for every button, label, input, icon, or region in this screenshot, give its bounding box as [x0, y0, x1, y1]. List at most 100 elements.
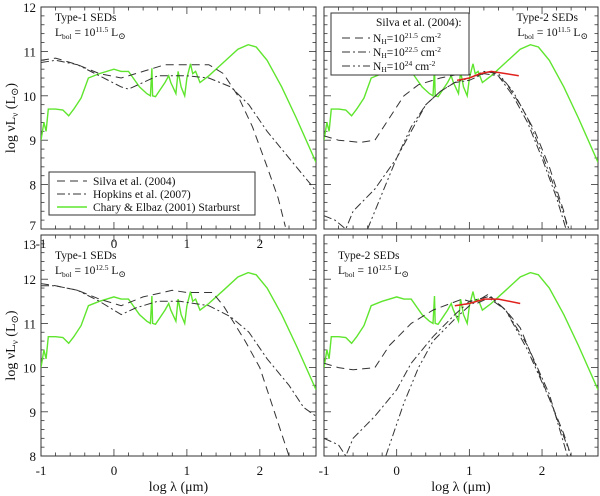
y-label-sub: ν [10, 340, 20, 344]
panel-frame [323, 6, 599, 230]
panel-title: Type-1 SEDs [55, 250, 117, 262]
series-line-solid-green [324, 43, 598, 163]
y-axis-label: log νLν (L⊙) [4, 310, 21, 380]
legend-exp: 21.5 [405, 31, 418, 40]
annotation-exp: 12.5 [95, 263, 108, 272]
annotation-unit: L [109, 265, 119, 277]
legend-label: NH=1024 cm-2 [373, 59, 436, 74]
legend-label: NH=1021.5 cm-2 [373, 31, 441, 46]
legend-box [48, 171, 256, 216]
panel-frame [40, 6, 317, 230]
series-line-dashdot [41, 59, 316, 192]
x-tick-label: 0 [111, 236, 118, 251]
annotation-sub: bol [62, 270, 72, 279]
legend-exp: 22.5 [405, 45, 418, 54]
annotation-unit: L [571, 27, 581, 39]
legend-pre: N [373, 61, 382, 73]
bolometric-luminosity-label: Lbol = 1011.5 L⊙ [517, 25, 588, 41]
annotation-l: L [338, 265, 345, 277]
annotation-sub: bol [345, 270, 355, 279]
bolometric-luminosity-label: Lbol = 1011.5 L⊙ [55, 25, 126, 41]
annotation-exp: 11.5 [95, 25, 108, 34]
series-line-solid-green [324, 271, 598, 390]
legend-title: Silva et al. (2004): [376, 17, 462, 29]
legend-label: NH=1022.5 cm-2 [373, 45, 441, 60]
legend-sub: H [381, 65, 387, 74]
y-tick-label: 12 [23, 0, 36, 15]
annotation-eq: = 10 [72, 265, 96, 277]
series-line-red [454, 298, 521, 307]
annotation-l: L [517, 27, 524, 39]
legend-label: Silva et al. (2004) [93, 176, 176, 188]
legend-uexp: -2 [435, 31, 441, 40]
series-line-dashdotdot [385, 294, 572, 456]
y-label-post: ) [4, 83, 19, 88]
series-line-dash [324, 70, 568, 229]
legend-sub: H [381, 37, 387, 46]
annotation-sun: ⊙ [118, 269, 126, 279]
y-tick-label: 9 [30, 405, 37, 420]
series-line-dash [41, 57, 286, 227]
legend-uexp: -2 [435, 45, 441, 54]
panel-frame [323, 234, 599, 457]
legend-label: Hopkins et al. (2007) [93, 189, 191, 201]
legend-eq: =10 [387, 61, 405, 73]
annotation-exp: 12.5 [378, 263, 391, 272]
annotation-l: L [55, 265, 62, 277]
x-tick-label: 2 [257, 236, 264, 251]
legend-unit: cm [418, 47, 435, 59]
x-axis-label: log λ (μm) [431, 480, 491, 495]
annotation-sun: ⊙ [580, 31, 588, 41]
y-label-sun: ⊙ [10, 88, 21, 96]
legend-uexp: -2 [429, 59, 435, 68]
y-tick-label: 11 [23, 44, 36, 59]
annotation-sun: ⊙ [401, 269, 409, 279]
series-line-red [456, 70, 519, 82]
series-line-solid-green [41, 271, 316, 390]
panel-title: Type-1 SEDs [55, 12, 117, 24]
annotation-sub: bol [62, 32, 72, 41]
panel-frame [40, 234, 317, 457]
series-line-dashdot [324, 296, 568, 456]
annotation-sub: bol [524, 32, 534, 41]
bolometric-luminosity-label: Lbol = 1012.5 L⊙ [338, 263, 409, 279]
annotation-eq: = 10 [534, 27, 558, 39]
annotation-exp: 11.5 [558, 25, 571, 34]
annotation-eq: = 10 [355, 265, 379, 277]
x-tick-label: 0 [393, 463, 400, 478]
y-tick-label: 8 [30, 178, 37, 193]
x-tick-label: 2 [539, 463, 546, 478]
series-line-dash [41, 283, 290, 456]
x-tick-label: 2 [257, 463, 264, 478]
legend-pre: N [373, 47, 382, 59]
legend-box [330, 12, 470, 76]
annotation-l: L [55, 27, 62, 39]
legend-eq: =10 [387, 47, 405, 59]
y-tick-label: 10 [23, 89, 36, 104]
y-label-post: ) [4, 310, 19, 315]
legend-type2: Silva et al. (2004):NH=1021.5 cm-2NH=102… [330, 12, 470, 76]
legend-unit: cm [412, 61, 429, 73]
y-tick-label: 8 [30, 449, 37, 464]
y-tick-label: 11 [23, 316, 36, 331]
y-label-mid: (L [4, 96, 19, 113]
y-tick-label: 10 [23, 361, 36, 376]
legend-exp: 24 [405, 59, 413, 68]
y-label-sun: ⊙ [10, 315, 21, 323]
legend-pre: N [373, 33, 382, 45]
legend-eq: =10 [387, 33, 405, 45]
panel-title: Type-2 SEDs [338, 250, 400, 262]
x-tick-label: 0 [111, 463, 118, 478]
x-tick-label: 1 [184, 236, 191, 251]
panel-title: Type-2 SEDs [517, 12, 579, 24]
annotation-unit: L [392, 265, 402, 277]
y-tick-label: 9 [30, 133, 37, 148]
series-line-dashdot [41, 285, 316, 417]
bolometric-luminosity-label: Lbol = 1012.5 L⊙ [55, 263, 126, 279]
y-label-sub: ν [10, 113, 20, 117]
y-label-pre: log νL [4, 117, 19, 153]
annotation-sun: ⊙ [118, 31, 126, 41]
